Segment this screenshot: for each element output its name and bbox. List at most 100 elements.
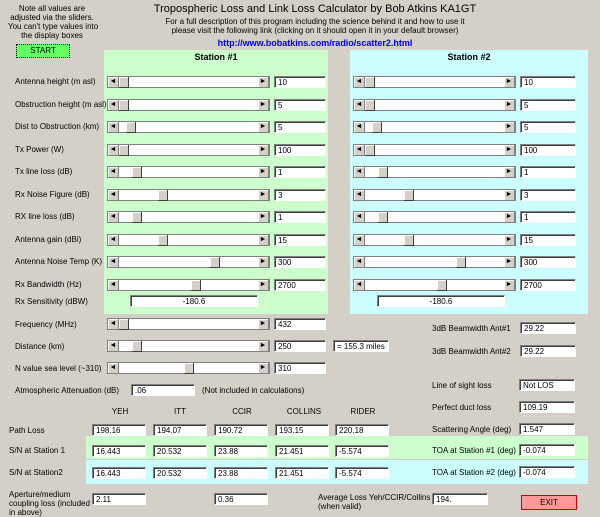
station1-slider-thumb[interactable] xyxy=(210,257,220,268)
station2-slider-thumb[interactable] xyxy=(404,234,414,246)
station1-slider-left-arrow[interactable]: ◄ xyxy=(108,279,119,291)
frequency-slider-left-arrow[interactable]: ◄ xyxy=(108,319,119,330)
station2-slider-right-arrow[interactable]: ► xyxy=(504,144,515,156)
station1-slider-thumb[interactable] xyxy=(119,77,129,88)
rx-sensitivity-station2: -180.6 xyxy=(377,295,505,307)
station2-slider-right-arrow[interactable]: ► xyxy=(504,212,515,223)
station1-slider-left-arrow[interactable]: ◄ xyxy=(108,234,119,246)
station1-slider-right-arrow[interactable]: ► xyxy=(258,144,269,156)
aperture-ccir-value: 0.36 xyxy=(214,493,268,505)
station1-slider-left-arrow[interactable]: ◄ xyxy=(108,122,119,133)
station2-slider-thumb[interactable] xyxy=(378,167,388,178)
station1-slider[interactable]: ◄ ► xyxy=(107,211,270,223)
n-value-slider-left-arrow[interactable]: ◄ xyxy=(108,363,119,374)
station1-value: 300 xyxy=(274,256,326,268)
station2-slider[interactable]: ◄ ► xyxy=(353,256,516,268)
station1-slider-thumb[interactable] xyxy=(132,212,142,223)
station1-slider-thumb[interactable] xyxy=(119,144,129,156)
station1-slider-right-arrow[interactable]: ► xyxy=(258,122,269,133)
station2-slider-right-arrow[interactable]: ► xyxy=(504,189,515,201)
station2-slider-left-arrow[interactable]: ◄ xyxy=(354,99,365,111)
n-value-slider-thumb[interactable] xyxy=(184,363,194,374)
station1-slider-right-arrow[interactable]: ► xyxy=(258,99,269,111)
station1-slider-left-arrow[interactable]: ◄ xyxy=(108,167,119,178)
station1-slider[interactable]: ◄ ► xyxy=(107,98,270,111)
station1-slider-left-arrow[interactable]: ◄ xyxy=(108,99,119,111)
station1-slider[interactable]: ◄ ► xyxy=(107,143,270,156)
station2-slider-left-arrow[interactable]: ◄ xyxy=(354,234,365,246)
station2-slider-left-arrow[interactable]: ◄ xyxy=(354,279,365,291)
station1-slider-right-arrow[interactable]: ► xyxy=(258,77,269,88)
station1-slider-left-arrow[interactable]: ◄ xyxy=(108,212,119,223)
n-value-slider[interactable]: ◄ ► xyxy=(107,362,270,374)
station1-slider-right-arrow[interactable]: ► xyxy=(258,279,269,291)
station1-slider[interactable]: ◄ ► xyxy=(107,278,270,291)
distance-slider-right-arrow[interactable]: ► xyxy=(258,341,269,352)
station1-slider-right-arrow[interactable]: ► xyxy=(258,189,269,201)
station2-slider-left-arrow[interactable]: ◄ xyxy=(354,189,365,201)
station2-slider[interactable]: ◄ ► xyxy=(353,76,516,88)
station1-slider[interactable]: ◄ ► xyxy=(107,188,270,201)
frequency-slider-right-arrow[interactable]: ► xyxy=(258,319,269,330)
station2-slider[interactable]: ◄ ► xyxy=(353,233,516,246)
station2-slider-thumb[interactable] xyxy=(365,77,375,88)
station2-slider-left-arrow[interactable]: ◄ xyxy=(354,257,365,268)
station2-slider-right-arrow[interactable]: ► xyxy=(504,167,515,178)
station2-slider-right-arrow[interactable]: ► xyxy=(504,279,515,291)
frequency-slider[interactable]: ◄ ► xyxy=(107,318,270,330)
station1-slider-left-arrow[interactable]: ◄ xyxy=(108,77,119,88)
n-value-slider-right-arrow[interactable]: ► xyxy=(258,363,269,374)
station2-slider-right-arrow[interactable]: ► xyxy=(504,77,515,88)
exit-button[interactable]: EXIT xyxy=(521,495,577,510)
station2-slider-thumb[interactable] xyxy=(437,279,447,291)
station2-slider-right-arrow[interactable]: ► xyxy=(504,99,515,111)
station1-slider[interactable]: ◄ ► xyxy=(107,256,270,268)
station1-slider-thumb[interactable] xyxy=(126,122,136,133)
station1-slider-thumb[interactable] xyxy=(119,99,129,111)
station2-slider-left-arrow[interactable]: ◄ xyxy=(354,167,365,178)
station2-slider[interactable]: ◄ ► xyxy=(353,188,516,201)
station2-slider-left-arrow[interactable]: ◄ xyxy=(354,212,365,223)
station1-slider-thumb[interactable] xyxy=(191,279,201,291)
station2-slider-left-arrow[interactable]: ◄ xyxy=(354,77,365,88)
distance-slider-left-arrow[interactable]: ◄ xyxy=(108,341,119,352)
station1-slider-left-arrow[interactable]: ◄ xyxy=(108,257,119,268)
frequency-slider-thumb[interactable] xyxy=(119,319,129,330)
station2-slider-right-arrow[interactable]: ► xyxy=(504,234,515,246)
station2-slider-thumb[interactable] xyxy=(404,189,414,201)
station1-slider[interactable]: ◄ ► xyxy=(107,121,270,133)
distance-slider[interactable]: ◄ ► xyxy=(107,340,270,352)
station2-slider[interactable]: ◄ ► xyxy=(353,143,516,156)
station2-slider-thumb[interactable] xyxy=(378,212,388,223)
station2-slider-right-arrow[interactable]: ► xyxy=(504,257,515,268)
station1-slider-thumb[interactable] xyxy=(158,189,168,201)
station2-slider[interactable]: ◄ ► xyxy=(353,121,516,133)
station1-slider-right-arrow[interactable]: ► xyxy=(258,257,269,268)
station2-slider-left-arrow[interactable]: ◄ xyxy=(354,122,365,133)
station2-slider[interactable]: ◄ ► xyxy=(353,166,516,178)
station2-slider[interactable]: ◄ ► xyxy=(353,98,516,111)
start-button[interactable]: START xyxy=(16,44,70,58)
station2-slider-thumb[interactable] xyxy=(365,144,375,156)
station1-slider-thumb[interactable] xyxy=(132,167,142,178)
station2-slider-thumb[interactable] xyxy=(365,99,375,111)
station2-slider[interactable]: ◄ ► xyxy=(353,211,516,223)
station1-slider-thumb[interactable] xyxy=(158,234,168,246)
station2-slider-left-arrow[interactable]: ◄ xyxy=(354,144,365,156)
station2-slider-thumb[interactable] xyxy=(372,122,382,133)
station1-slider-left-arrow[interactable]: ◄ xyxy=(108,144,119,156)
subtitle-2: please visit the following link (clickin… xyxy=(171,26,459,35)
station1-slider[interactable]: ◄ ► xyxy=(107,233,270,246)
station1-slider-right-arrow[interactable]: ► xyxy=(258,212,269,223)
aperture-label: Aperture/medium coupling loss (included in… xyxy=(9,490,90,517)
station1-slider-right-arrow[interactable]: ► xyxy=(258,167,269,178)
station1-slider-right-arrow[interactable]: ► xyxy=(258,234,269,246)
station1-slider[interactable]: ◄ ► xyxy=(107,76,270,88)
station2-slider[interactable]: ◄ ► xyxy=(353,278,516,291)
help-link[interactable]: http://www.bobatkins.com/radio/scatter2.… xyxy=(217,38,413,48)
station1-slider[interactable]: ◄ ► xyxy=(107,166,270,178)
station1-slider-left-arrow[interactable]: ◄ xyxy=(108,189,119,201)
station2-slider-right-arrow[interactable]: ► xyxy=(504,122,515,133)
station2-slider-thumb[interactable] xyxy=(456,257,466,268)
distance-slider-thumb[interactable] xyxy=(132,341,142,352)
